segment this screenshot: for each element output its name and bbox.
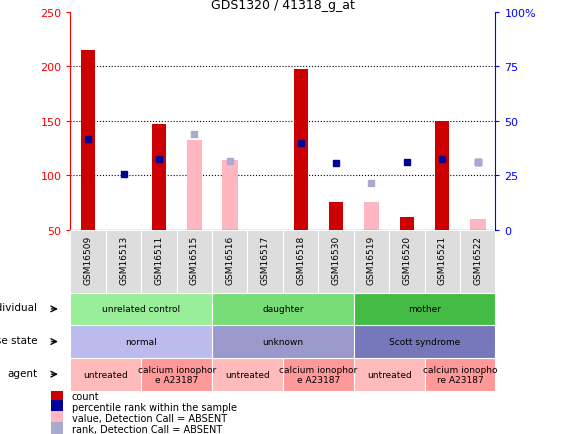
Bar <box>70 230 106 293</box>
Bar <box>364 203 379 230</box>
Text: count: count <box>72 391 99 401</box>
Bar <box>70 358 141 391</box>
Text: GSM16509: GSM16509 <box>83 235 92 284</box>
Bar <box>283 230 318 293</box>
Bar <box>51 401 63 413</box>
Text: mother: mother <box>408 305 441 314</box>
Bar <box>400 217 414 230</box>
Bar <box>51 422 63 434</box>
Bar <box>354 293 495 326</box>
Bar <box>212 358 283 391</box>
Text: untreated: untreated <box>83 370 128 379</box>
Bar <box>152 125 166 230</box>
Text: GSM16511: GSM16511 <box>154 235 163 284</box>
Text: disease state: disease state <box>0 335 37 345</box>
Text: GSM16522: GSM16522 <box>473 235 482 284</box>
Bar <box>460 230 495 293</box>
Bar <box>186 141 202 230</box>
Text: normal: normal <box>126 337 157 346</box>
Text: GSM16515: GSM16515 <box>190 235 199 284</box>
Bar <box>51 390 63 403</box>
Bar <box>293 69 308 230</box>
Text: GSM16516: GSM16516 <box>225 235 234 284</box>
Text: GSM16518: GSM16518 <box>296 235 305 284</box>
Bar <box>248 230 283 293</box>
Bar <box>141 230 177 293</box>
Bar <box>435 122 449 230</box>
Bar <box>81 51 95 230</box>
Bar <box>470 219 485 230</box>
Title: GDS1320 / 41318_g_at: GDS1320 / 41318_g_at <box>211 0 355 12</box>
Text: value, Detection Call = ABSENT: value, Detection Call = ABSENT <box>72 413 227 423</box>
Bar <box>354 358 425 391</box>
Text: rank, Detection Call = ABSENT: rank, Detection Call = ABSENT <box>72 424 222 434</box>
Bar <box>70 326 212 358</box>
Text: GSM16513: GSM16513 <box>119 235 128 284</box>
Bar <box>222 161 238 230</box>
Text: calcium ionophor
e A23187: calcium ionophor e A23187 <box>137 365 216 384</box>
Text: agent: agent <box>7 368 37 378</box>
Text: unrelated control: unrelated control <box>102 305 180 314</box>
Bar <box>70 293 212 326</box>
Bar <box>212 293 354 326</box>
Text: GSM16519: GSM16519 <box>367 235 376 284</box>
Text: calcium ionophor
e A23187: calcium ionophor e A23187 <box>279 365 358 384</box>
Text: untreated: untreated <box>225 370 270 379</box>
Bar <box>283 358 354 391</box>
Bar <box>389 230 425 293</box>
Text: GSM16530: GSM16530 <box>332 235 341 284</box>
Bar <box>425 230 460 293</box>
Text: individual: individual <box>0 302 37 312</box>
Text: untreated: untreated <box>367 370 412 379</box>
Bar <box>141 358 212 391</box>
Bar <box>318 230 354 293</box>
Bar <box>354 230 389 293</box>
Bar <box>212 326 354 358</box>
Bar <box>51 411 63 424</box>
Text: unknown: unknown <box>262 337 303 346</box>
Text: GSM16517: GSM16517 <box>261 235 270 284</box>
Bar <box>212 230 248 293</box>
Bar <box>354 326 495 358</box>
Text: daughter: daughter <box>262 305 303 314</box>
Text: GSM16520: GSM16520 <box>403 235 412 284</box>
Text: percentile rank within the sample: percentile rank within the sample <box>72 402 236 412</box>
Bar <box>106 230 141 293</box>
Bar <box>425 358 495 391</box>
Text: GSM16521: GSM16521 <box>438 235 447 284</box>
Text: calcium ionopho
re A23187: calcium ionopho re A23187 <box>423 365 497 384</box>
Text: Scott syndrome: Scott syndrome <box>389 337 460 346</box>
Bar <box>329 203 343 230</box>
Bar <box>177 230 212 293</box>
